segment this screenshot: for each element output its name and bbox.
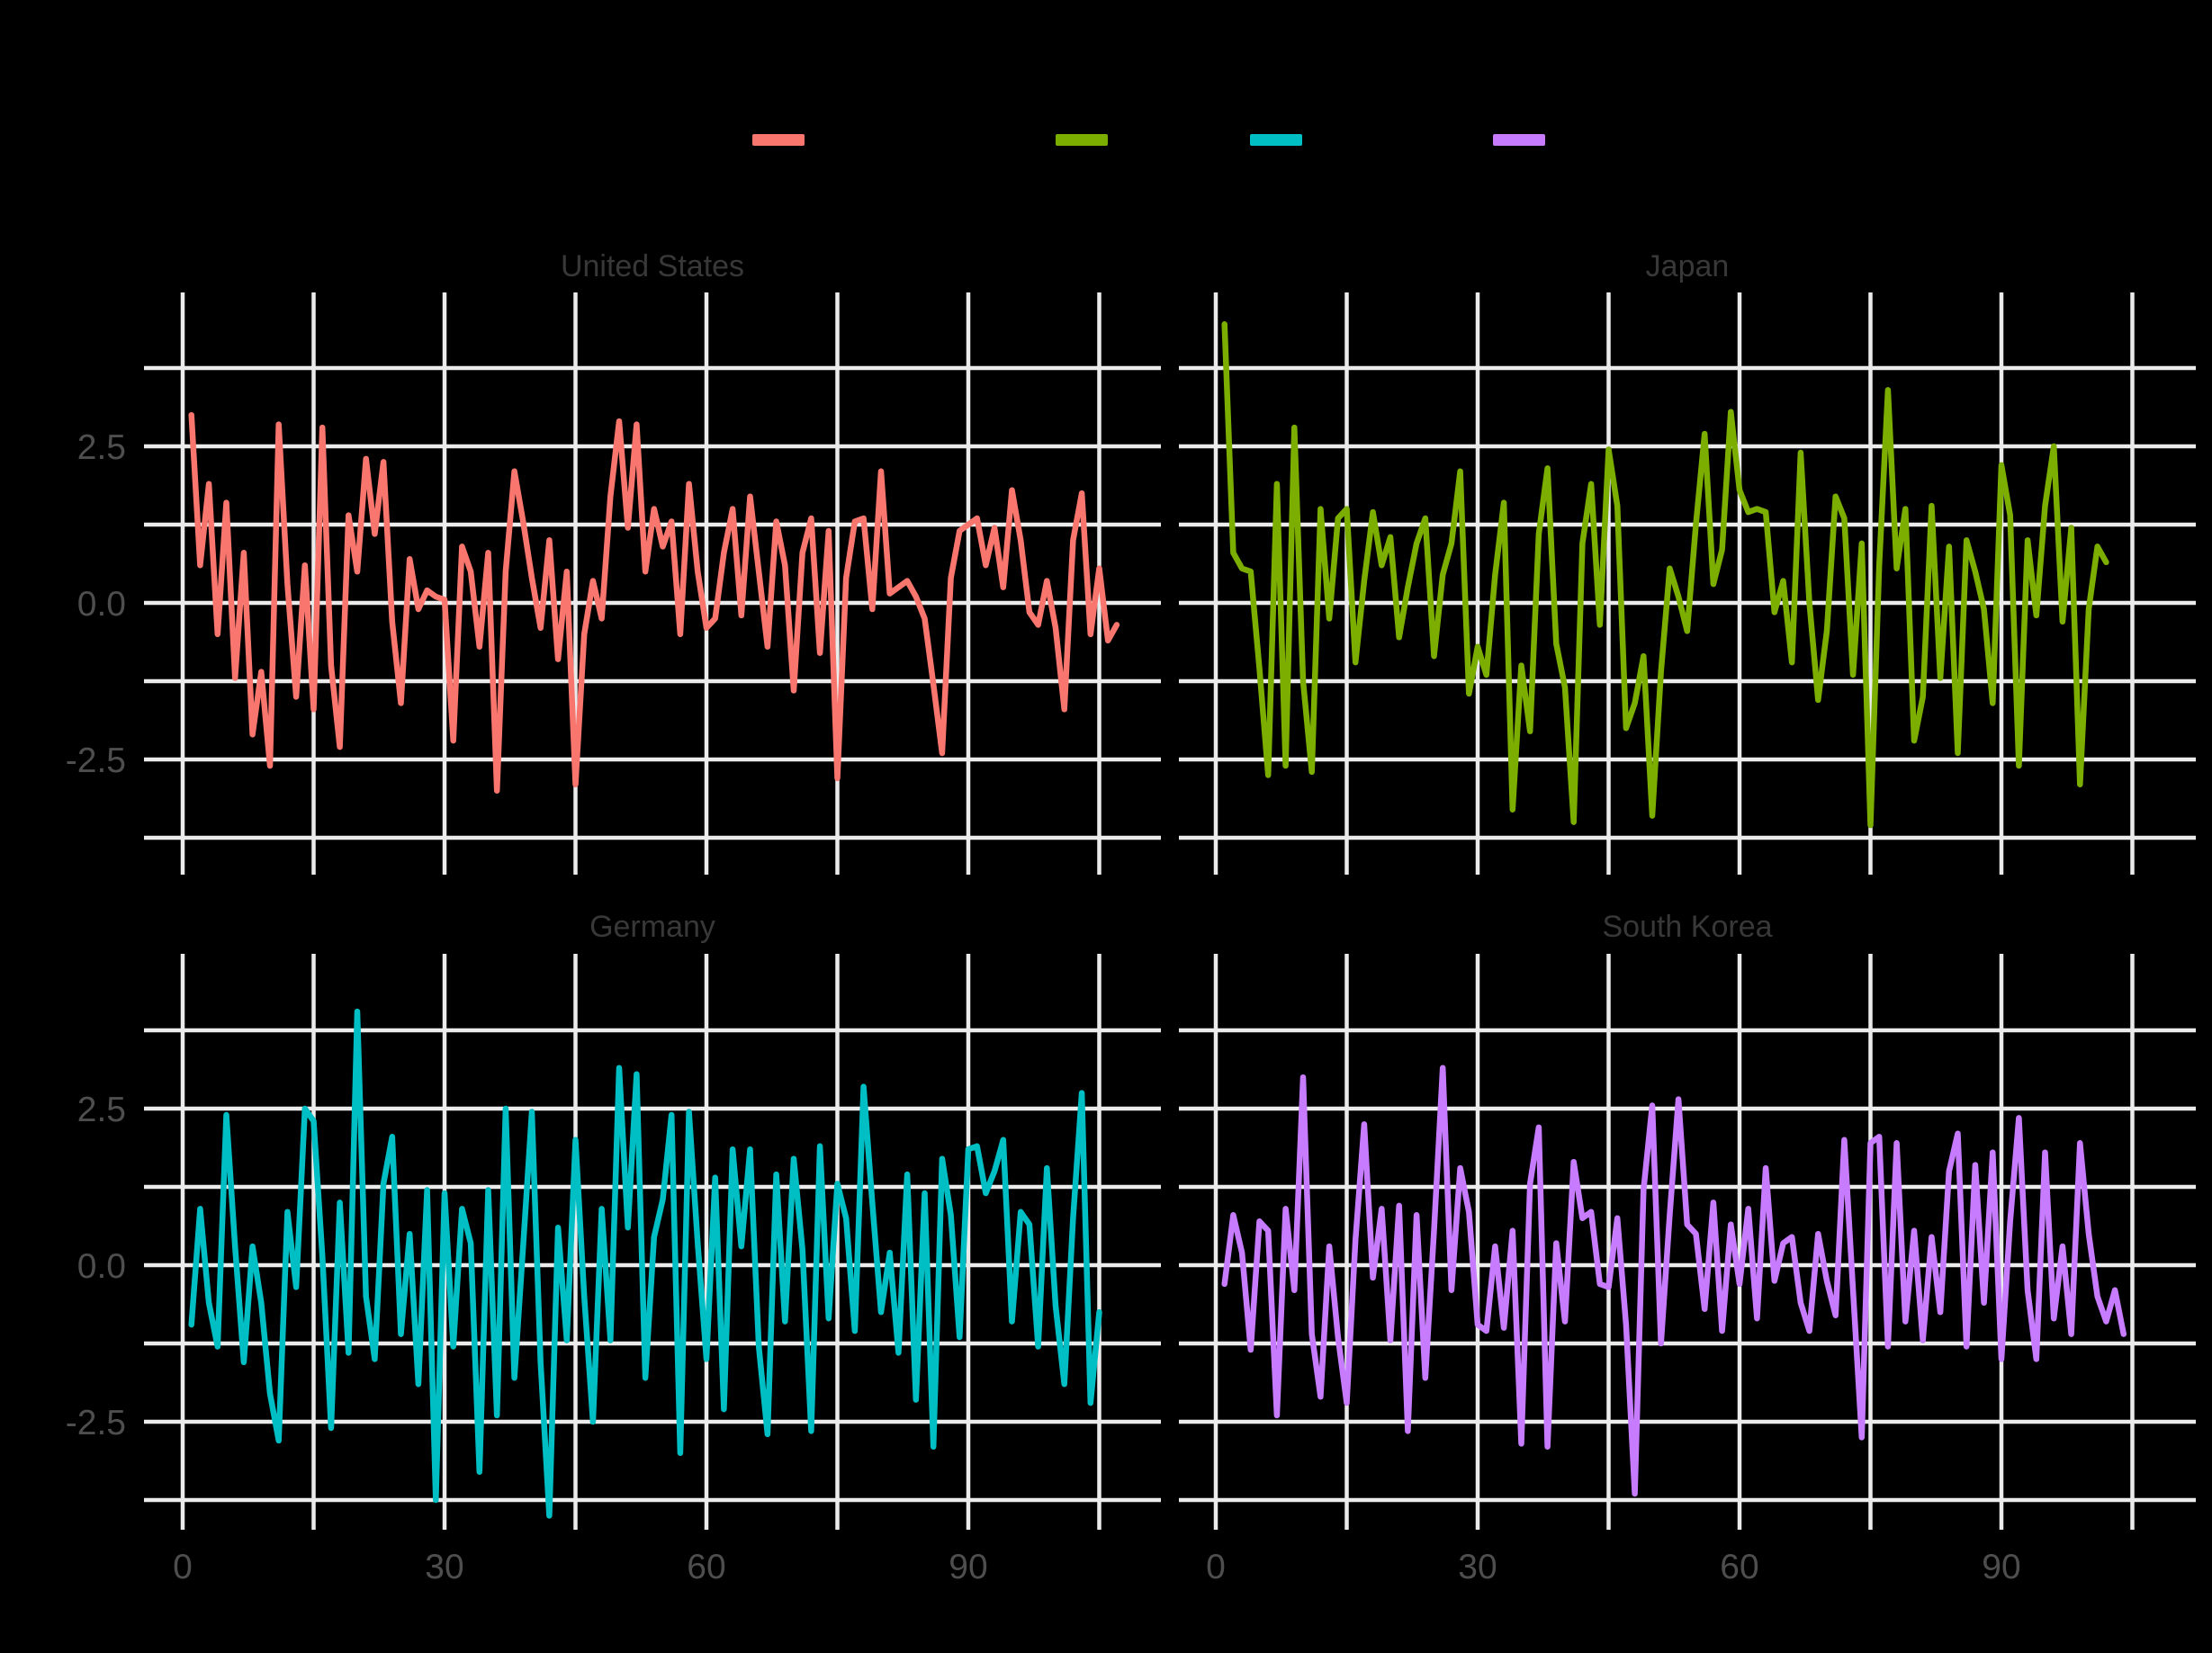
- facet-title-japan: Japan: [1645, 249, 1730, 283]
- series-line-united-states: [188, 411, 1120, 795]
- y-axis-label: -2.5: [66, 1404, 126, 1442]
- x-axis-label: 30: [425, 1548, 463, 1586]
- x-axis-label: 60: [687, 1548, 725, 1586]
- facet-title-germany: Germany: [589, 910, 715, 944]
- y-axis-label: 2.5: [77, 1091, 126, 1129]
- y-axis-label: 0.0: [77, 585, 126, 624]
- series-line-south-korea: [1221, 1065, 2127, 1497]
- series-line-japan: [1221, 321, 2109, 829]
- x-axis-label: 0: [173, 1548, 193, 1586]
- legend-key-japan: [1056, 134, 1108, 146]
- x-axis-label: 60: [1720, 1548, 1758, 1586]
- x-axis-label: 0: [1206, 1548, 1226, 1586]
- facet-title-united-states: United States: [560, 249, 745, 283]
- y-axis-label: 0.0: [77, 1247, 126, 1286]
- legend-key-united-states: [752, 134, 805, 146]
- legend-key-germany: [1250, 134, 1302, 146]
- series-line-germany: [188, 1008, 1102, 1519]
- y-axis-label: 2.5: [77, 428, 126, 467]
- x-axis-label: 90: [1982, 1548, 2020, 1586]
- legend-key-south-korea: [1493, 134, 1545, 146]
- facet-title-south-korea: South Korea: [1602, 910, 1773, 944]
- x-axis-label: 30: [1458, 1548, 1497, 1586]
- legend: [0, 0, 2212, 198]
- x-axis-label: 90: [949, 1548, 987, 1586]
- y-axis-label: -2.5: [66, 741, 126, 780]
